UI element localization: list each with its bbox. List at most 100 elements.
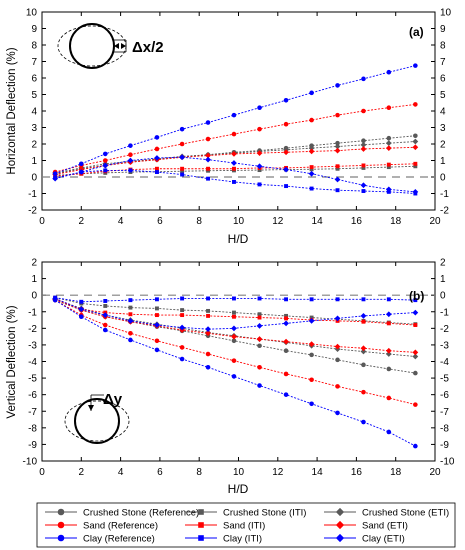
- panel-a-data-point: [361, 108, 366, 114]
- panel-a-y-tick-label-right: 5: [440, 90, 446, 101]
- panel-b-data-point: [283, 348, 289, 354]
- panel-a-data-point: [335, 83, 340, 88]
- panel-a-data-point: [335, 112, 340, 118]
- panel-a-y-tick-label-right: 0: [440, 173, 446, 184]
- panel-b-data-point: [284, 297, 289, 302]
- legend-label: Crushed Stone (ETI): [362, 508, 449, 519]
- panel-a-y-tick-label: 7: [31, 57, 37, 68]
- panel-a-y-tick-label: -2: [28, 206, 37, 217]
- panel-b-data-point: [386, 395, 392, 401]
- panel-a-data-point: [232, 166, 236, 171]
- panel-a-y-tick-label-right: 10: [440, 8, 452, 19]
- panel-b-data-point: [309, 297, 314, 302]
- panel-b-y-tick-label-right: 2: [440, 258, 446, 269]
- panel-b-data-point: [283, 320, 289, 327]
- panel-b-data-point: [386, 321, 391, 326]
- panel-b-data-point: [309, 352, 314, 358]
- panel-b-data-point: [360, 313, 367, 319]
- panel-a-data-point: [256, 150, 263, 156]
- panel-b-y-tick-label-right: -1: [440, 307, 449, 318]
- panel-b-data-point: [78, 306, 85, 313]
- legend-label: Sand (ITI): [223, 521, 265, 532]
- panel-b-pipe-sketch: [64, 394, 130, 444]
- panel-b-data-point: [386, 297, 391, 302]
- panel-b-data-point: [205, 351, 211, 357]
- panel-a-data-point: [309, 167, 314, 172]
- panel-b-series: [52, 295, 419, 449]
- panel-b-data-point: [179, 345, 185, 350]
- panel-b-data-point: [360, 345, 367, 352]
- panel-a-data-point: [231, 131, 237, 137]
- panel-b: 0 2 4 6 8 10 12 14 16 18 20-10 -10-9 -9-8 -8-7 -7-6 -6-…: [6, 258, 455, 497]
- panel-b-x-tick-label: 10: [233, 467, 245, 478]
- panel-b-y-tick-label: -6: [28, 390, 37, 401]
- panel-a-data-point: [154, 146, 160, 152]
- panel-b-y-tick-label-right: -6: [440, 390, 449, 401]
- panel-a-data-point: [257, 105, 262, 110]
- panel-a-data-point: [283, 97, 289, 103]
- panel-a-data-point: [180, 166, 185, 171]
- panel-a-frame: [41, 11, 436, 211]
- panel-a-y-tick-label: -1: [28, 189, 37, 200]
- panel-b-x-tick-label: 8: [196, 467, 202, 478]
- panel-a-data-point: [386, 105, 392, 110]
- legend-label: Sand (Reference): [83, 521, 158, 532]
- panel-a-data-point: [284, 184, 289, 189]
- panel-b-data-point: [206, 296, 210, 301]
- panel-a-data-point: [361, 76, 366, 82]
- panel-a-y-tick-label-right: 6: [440, 74, 446, 85]
- panel-b-y-tick-label-right: -9: [440, 440, 449, 451]
- panel-b-data-point: [284, 316, 289, 321]
- panel-a-data-point: [257, 168, 262, 173]
- panel-b-label: (b): [409, 289, 424, 303]
- panel-b-data-point: [412, 309, 419, 316]
- panel-a-data-point: [231, 160, 237, 166]
- panel-b-data-point: [308, 317, 315, 324]
- panel-a-y-tick-label: 1: [31, 156, 37, 167]
- panel-a-data-point: [128, 143, 133, 148]
- panel-a-data-point: [412, 144, 419, 151]
- panel-a-data-point: [205, 152, 211, 159]
- panel-a-data-point: [385, 140, 392, 147]
- panel-a-data-point: [309, 186, 314, 191]
- panel-b-data-point: [361, 297, 366, 302]
- panel-a-data-point: [256, 163, 263, 170]
- panel-b-data-point: [309, 315, 314, 320]
- panel-a-data-point: [412, 138, 419, 145]
- legend-item: Crushed Stone (Reference): [45, 508, 199, 519]
- panel-b-y-tick-label: -5: [28, 374, 37, 385]
- panel-a-x-tick-label: 4: [118, 216, 124, 227]
- panel-b-data-point: [205, 330, 211, 337]
- panel-b-data-point: [180, 296, 185, 301]
- legend-marker: [57, 534, 65, 542]
- panel-a-data-point: [309, 117, 314, 123]
- panel-a-data-point: [205, 156, 211, 163]
- panel-a-data-point: [102, 158, 108, 163]
- panel-b-data-point: [412, 353, 419, 360]
- panel-a-data-point: [386, 162, 391, 167]
- panel-a-data-point: [335, 140, 340, 146]
- panel-b-x-tick-label: 12: [272, 467, 284, 478]
- panel-a-y-tick-label: 8: [31, 41, 37, 52]
- panel-a-data-point: [180, 169, 185, 174]
- panel-b-y-tick-label-right: -7: [440, 407, 449, 418]
- legend-label: Clay (Reference): [83, 534, 155, 545]
- panel-a-data-point: [79, 161, 84, 167]
- panel-b-data-point: [283, 392, 289, 397]
- panel-b-x-tick-label: 6: [157, 467, 163, 478]
- panel-a-y-tick-label-right: 9: [440, 24, 446, 35]
- panel-b-data-point: [309, 401, 314, 407]
- panel-b-y-tick-label: -1: [28, 307, 37, 318]
- panel-a-pipe-sketch: [57, 23, 127, 69]
- panel-b-data-point: [335, 410, 340, 416]
- panel-a-data-point: [309, 90, 314, 96]
- panel-a-y-tick-label-right: 8: [440, 41, 446, 52]
- panel-a-data-point: [154, 166, 159, 171]
- panel-b-data-point: [79, 299, 84, 304]
- panel-b-data-point: [102, 327, 108, 333]
- panel-a-data-point: [179, 141, 185, 147]
- panel-b-data-point: [128, 312, 133, 317]
- panel-a-data-point: [335, 188, 340, 193]
- panel-b-y-tick-label-right: 1: [440, 274, 446, 285]
